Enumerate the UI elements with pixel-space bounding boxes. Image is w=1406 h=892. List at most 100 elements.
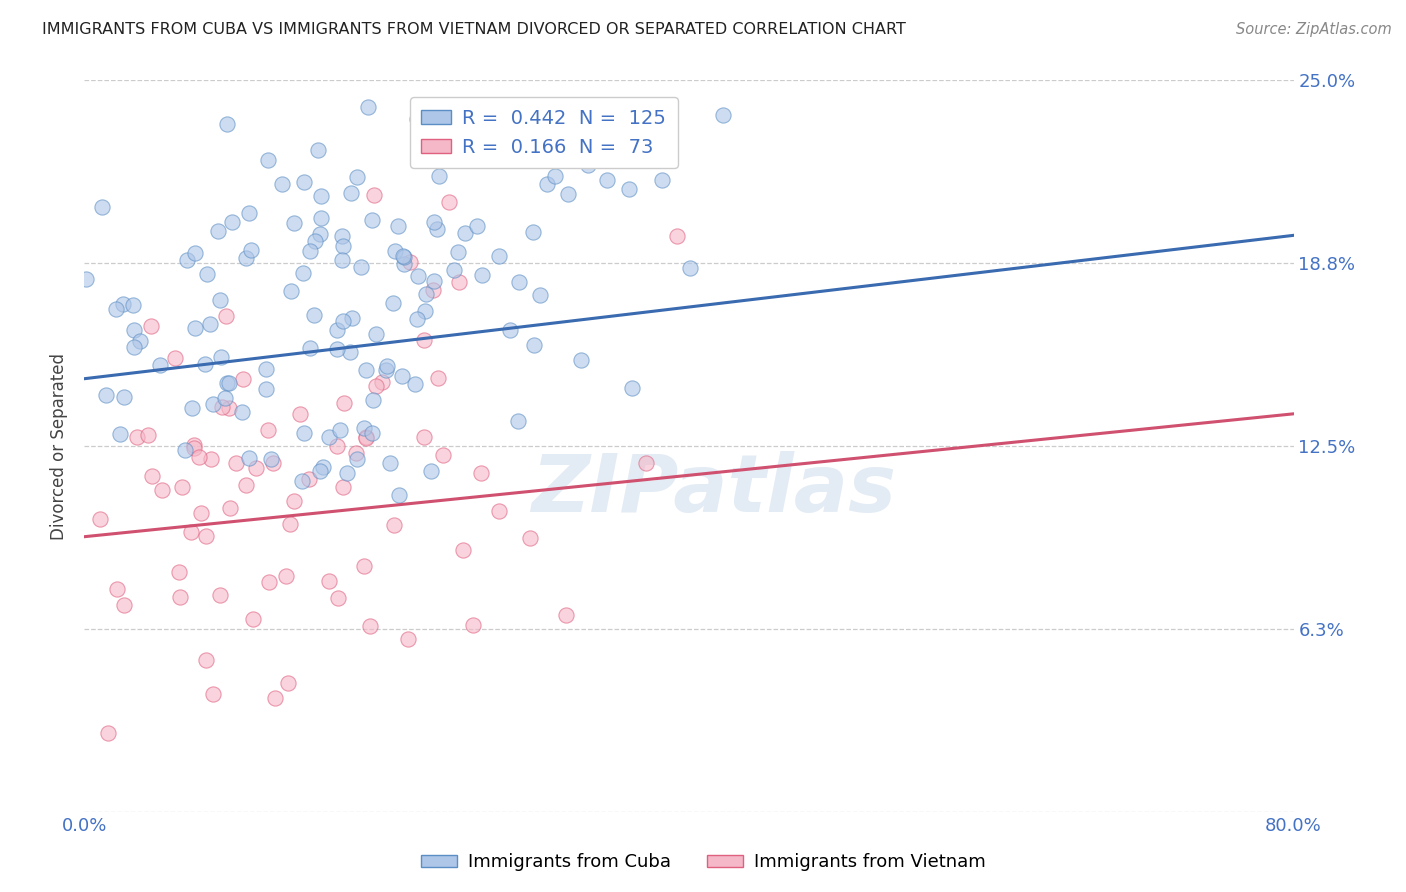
Point (544, 169, 567, 183)
Point (208, 588, 231, 602)
Point (240, 243, 263, 257)
Point (105, 301, 128, 316)
Point (396, 632, 419, 646)
Point (412, 430, 434, 444)
Point (149, 359, 172, 373)
Point (415, 286, 437, 301)
Point (245, 461, 267, 475)
Point (326, 342, 349, 356)
Point (136, 427, 159, 442)
Point (449, 275, 471, 289)
Point (342, 311, 364, 326)
Point (292, 426, 315, 441)
Point (111, 296, 134, 310)
Point (678, 261, 700, 276)
Point (283, 493, 305, 508)
Point (529, 287, 551, 301)
Point (170, 480, 193, 494)
Point (643, 152, 665, 166)
Point (413, 304, 436, 318)
Point (94, 388, 117, 402)
Point (665, 228, 688, 243)
Point (294, 175, 316, 189)
Point (169, 565, 191, 579)
Point (232, 372, 254, 386)
Point (280, 284, 302, 298)
Point (260, 452, 283, 467)
Point (488, 249, 510, 263)
Point (194, 357, 217, 371)
Point (184, 246, 207, 260)
Point (242, 612, 264, 626)
Point (238, 450, 260, 465)
Point (461, 617, 484, 632)
Point (112, 390, 135, 404)
Point (127, 430, 149, 444)
Point (238, 206, 260, 220)
Point (169, 591, 191, 605)
Point (254, 382, 277, 396)
Point (129, 334, 152, 348)
Point (399, 255, 422, 269)
Point (522, 225, 544, 239)
Point (309, 464, 332, 478)
Point (257, 423, 280, 437)
Point (271, 177, 294, 191)
Point (211, 400, 233, 414)
Point (333, 396, 356, 410)
Point (336, 467, 359, 481)
Point (350, 260, 373, 275)
Point (387, 219, 409, 234)
Point (453, 543, 475, 558)
Point (364, 378, 387, 392)
Point (195, 653, 218, 667)
Point (254, 362, 277, 376)
Point (391, 249, 413, 263)
Point (353, 421, 375, 435)
Point (298, 472, 321, 486)
Point (360, 212, 382, 227)
Point (392, 257, 415, 271)
Point (207, 224, 229, 238)
Point (621, 381, 644, 395)
Point (231, 405, 253, 419)
Point (219, 501, 242, 516)
Point (413, 333, 436, 347)
Point (225, 456, 247, 470)
Point (209, 350, 232, 364)
Point (112, 598, 135, 612)
Point (332, 314, 354, 328)
Point (176, 252, 198, 267)
Point (569, 352, 592, 367)
Point (263, 691, 285, 706)
Point (330, 252, 353, 267)
Point (299, 244, 322, 258)
Point (636, 456, 658, 470)
Point (375, 363, 398, 377)
Point (174, 442, 197, 457)
Point (278, 517, 301, 532)
Point (256, 153, 278, 168)
Point (180, 525, 202, 540)
Point (391, 368, 413, 383)
Point (384, 244, 406, 258)
Text: IMMIGRANTS FROM CUBA VS IMMIGRANTS FROM VIETNAM DIVORCED OR SEPARATED CORRELATIO: IMMIGRANTS FROM CUBA VS IMMIGRANTS FROM … (42, 22, 905, 37)
Point (214, 391, 236, 405)
Point (218, 401, 240, 416)
Point (344, 446, 367, 460)
Point (311, 459, 333, 474)
Point (215, 376, 238, 391)
Point (181, 401, 204, 416)
Point (326, 439, 349, 453)
Point (617, 182, 640, 196)
Point (371, 375, 394, 389)
Point (406, 269, 429, 284)
Point (187, 450, 209, 465)
Point (139, 318, 162, 333)
Point (426, 222, 449, 236)
Point (326, 591, 349, 605)
Point (89, 512, 111, 526)
Point (97, 726, 120, 740)
Point (195, 528, 218, 542)
Point (454, 226, 477, 240)
